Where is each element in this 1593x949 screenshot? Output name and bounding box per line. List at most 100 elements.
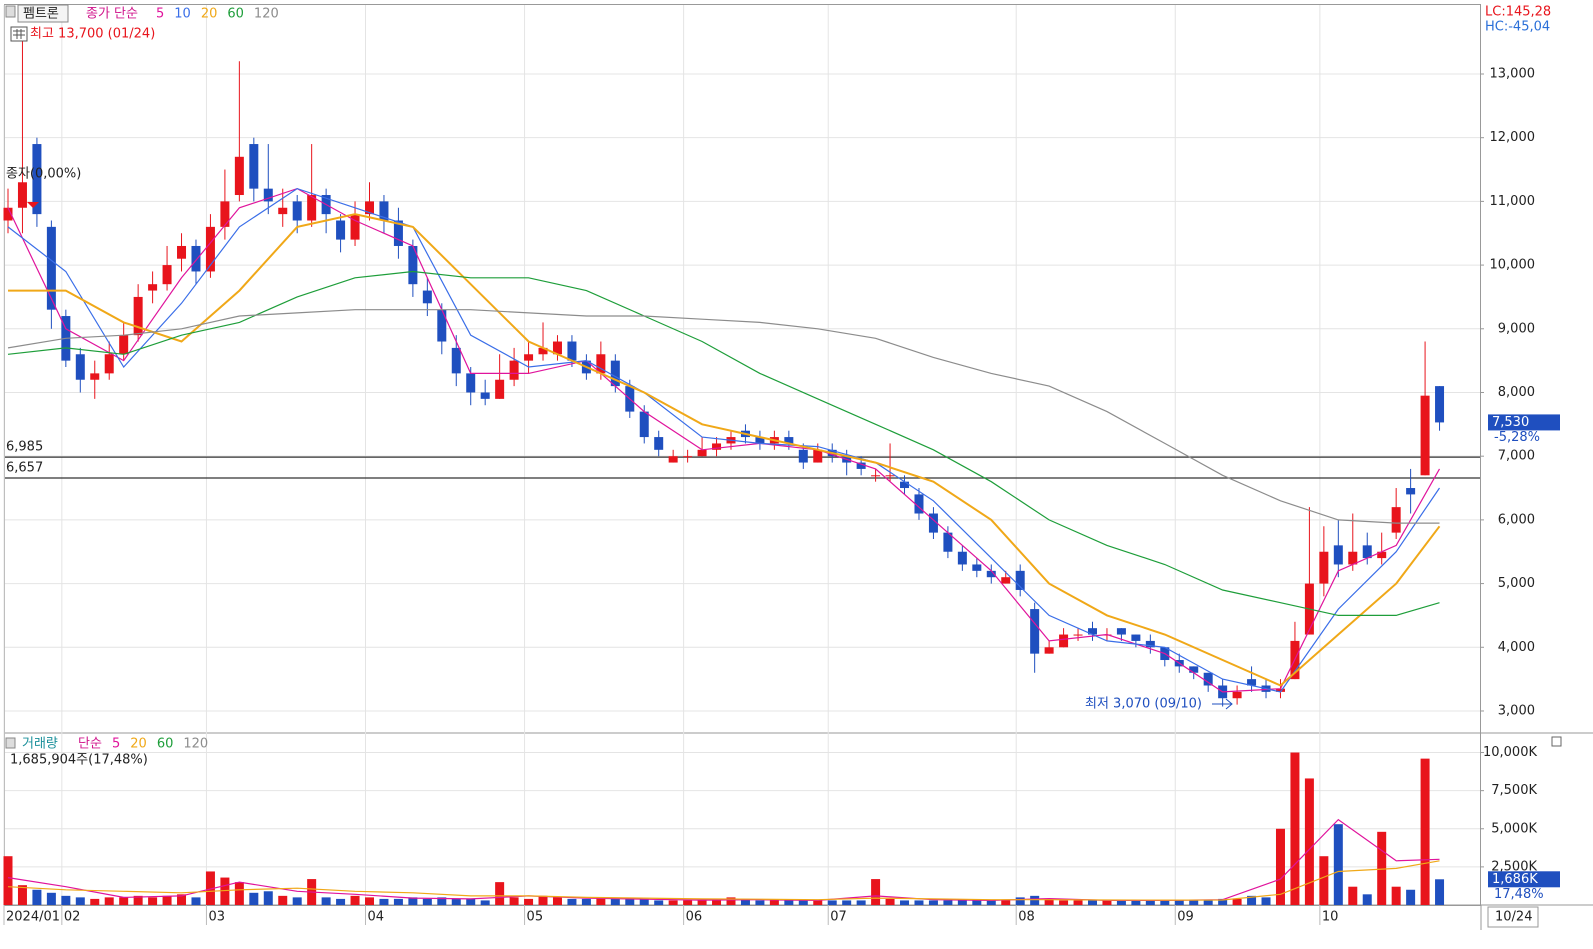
candle-body <box>856 462 866 469</box>
candle-body <box>986 570 996 578</box>
volume-bar <box>639 898 649 905</box>
panel-toggle[interactable] <box>1551 736 1562 747</box>
volume-bar <box>755 900 765 905</box>
candle-body <box>365 201 374 215</box>
y-tick-label: 8,000 <box>1498 385 1535 400</box>
date-box <box>1487 906 1539 928</box>
x-tick-label: 03 <box>208 910 225 925</box>
legend-entry: 10 <box>174 7 191 22</box>
volume-bar <box>712 898 722 905</box>
volume-bar <box>596 897 606 905</box>
volume-bar <box>1160 900 1170 905</box>
volume-bar <box>162 895 172 905</box>
volume-bar <box>75 897 85 905</box>
volume-bar <box>509 897 519 905</box>
candle-body <box>1203 672 1213 686</box>
volume-bar <box>3 856 13 905</box>
candle-body <box>1348 551 1358 565</box>
volume-bar <box>610 898 620 905</box>
volume-bar <box>654 900 664 905</box>
legend-entry: 5 <box>112 737 120 752</box>
candle-body <box>538 347 548 355</box>
candle-body <box>307 195 317 221</box>
x-tick-label: 09 <box>1177 910 1194 925</box>
volume-bar <box>1030 895 1040 905</box>
x-tick-label: 04 <box>368 910 385 925</box>
volume-bar <box>1145 900 1155 905</box>
volume-bar <box>1319 856 1329 905</box>
volume-bar <box>1290 752 1300 905</box>
candle-body <box>148 284 158 291</box>
volume-bar <box>422 898 432 905</box>
candle-body <box>1044 647 1054 654</box>
legend-icon[interactable] <box>5 5 16 18</box>
volume-bar <box>552 897 562 905</box>
volume-bar <box>1131 900 1141 905</box>
candle-body <box>1391 507 1401 533</box>
marks <box>3 29 1480 905</box>
legend-entry: 60 <box>227 7 244 22</box>
candle-body <box>17 182 27 208</box>
candle-body <box>1088 628 1097 635</box>
volume-bar <box>1435 879 1445 905</box>
candle-body <box>610 360 620 387</box>
legend-entry: 60 <box>157 737 174 752</box>
candle-body <box>249 144 259 189</box>
volume-bar <box>871 879 881 905</box>
candle-body <box>422 290 432 304</box>
candle-body <box>943 532 953 552</box>
volume-bar <box>1073 900 1083 905</box>
candle-body <box>32 144 42 215</box>
volume-bar <box>46 892 56 905</box>
candle-body <box>972 564 982 571</box>
y-tick-label: 5,000 <box>1498 576 1535 591</box>
volume-bar <box>350 895 360 905</box>
volume-bar <box>972 900 982 905</box>
candle-body <box>292 201 302 221</box>
candle-body <box>1131 634 1141 641</box>
symbol-box[interactable] <box>17 4 69 23</box>
candle-body <box>1059 634 1069 648</box>
volume-title: 거래량 <box>22 737 58 752</box>
candle-body <box>885 475 895 477</box>
reference-label: 6,985 <box>6 440 43 455</box>
y-tick-label: 3,000 <box>1498 703 1535 718</box>
legend-icon[interactable] <box>5 737 16 749</box>
volume-ma-line <box>7 860 1440 901</box>
volume-bar <box>104 897 114 905</box>
candle-body <box>639 411 649 438</box>
symbol[interactable]: 펨트론 <box>23 7 59 22</box>
y-tick-label: 6,000 <box>1498 512 1535 527</box>
low-arrow <box>1212 698 1233 710</box>
volume-bar <box>928 900 938 905</box>
volume-bar <box>856 900 866 905</box>
volume-bar <box>1015 897 1025 905</box>
x-tick-label: 05 <box>527 910 544 925</box>
candle-body <box>1275 688 1285 692</box>
volume-bar <box>668 900 678 905</box>
volume-bar <box>1102 900 1112 905</box>
candle-body <box>1406 488 1416 495</box>
ma-line <box>8 213 1441 687</box>
candle-body <box>3 207 13 221</box>
volume-bar <box>1247 895 1257 905</box>
x-tick-label: 2024/01 <box>6 910 60 925</box>
candle-body <box>697 449 707 457</box>
volume-bar <box>726 897 736 905</box>
candle-body <box>928 513 938 533</box>
volume-bar <box>393 898 403 905</box>
volume-bar <box>798 900 808 905</box>
candle-body <box>177 245 187 259</box>
volume-bar <box>1304 778 1314 905</box>
candle-body <box>480 392 490 399</box>
volume-bar <box>581 898 591 905</box>
volume-bar <box>1275 828 1285 905</box>
volume-label: 1,686K <box>1492 872 1538 887</box>
volume-bar <box>177 894 187 905</box>
volume-bar <box>1391 886 1401 905</box>
candle-body <box>1189 666 1199 673</box>
volume-bar <box>1261 897 1271 905</box>
y-tick-label: 2,500K <box>1491 859 1537 874</box>
grid <box>3 5 1484 925</box>
candle-body <box>1377 551 1387 559</box>
